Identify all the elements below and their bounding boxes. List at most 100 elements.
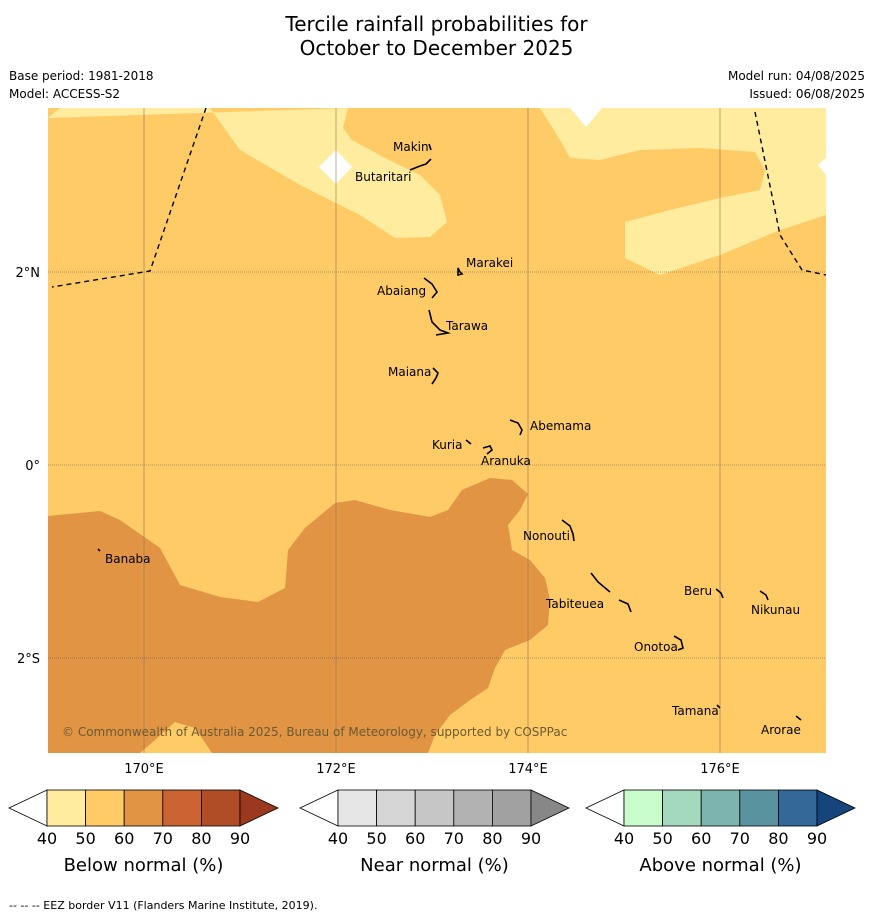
label-beru: Beru [684, 584, 712, 598]
meta-right: Model run: 04/08/2025 Issued: 06/08/2025 [728, 69, 865, 105]
label-nonouti: Nonouti [523, 529, 570, 543]
colorbar-below-bin-5 [200, 789, 241, 827]
colorbar-near-extend-low [299, 789, 339, 827]
map-title: Tercile rainfall probabilities for Octob… [0, 12, 873, 60]
colorbar-above: 40 50 60 70 80 90 Above normal (%) [585, 789, 856, 876]
label-banaba: Banaba [105, 552, 151, 566]
eez-footnote: -- -- -- EEZ border V11 (Flanders Marine… [9, 899, 318, 912]
colorbar-near-label: Near normal (%) [360, 855, 509, 876]
island-tamana [716, 704, 721, 709]
colorbar-below-tick: 80 [191, 829, 211, 848]
latitude-labels: 2°N 0° 2°S [16, 266, 41, 667]
region-below-40-50 [48, 108, 447, 238]
label-arorae: Arorae [761, 723, 801, 737]
lat-label-0: 0° [25, 459, 40, 474]
lat-label-2n: 2°N [16, 266, 41, 281]
colorbar-near-bin-3 [414, 789, 455, 827]
lon-label-172e: 172°E [316, 762, 356, 777]
model-run: Model run: 04/08/2025 [727, 69, 865, 83]
colorbar-above-tick: 50 [652, 829, 672, 848]
label-kuria: Kuria [432, 438, 463, 452]
copyright-notice: © Commonwealth of Australia 2025, Bureau… [62, 725, 567, 739]
model-name: Model: ACCESS-S2 [9, 87, 121, 101]
title-line-2: October to December 2025 [299, 36, 574, 60]
colorbar-below-tick: 40 [37, 829, 57, 848]
colorbar-near-bin-2 [376, 789, 416, 827]
colorbar-above-bin-5 [778, 789, 818, 827]
colorbar-near-tick: 80 [482, 829, 502, 848]
island-tarawa [428, 309, 452, 336]
island-arorae [795, 715, 802, 721]
island-tabiteuea [590, 572, 632, 613]
label-maiana: Maiana [388, 365, 431, 379]
colorbar-above-tick: 70 [730, 829, 750, 848]
issued-date: Issued: 06/08/2025 [749, 87, 865, 101]
colorbar-near-tick: 70 [444, 829, 464, 848]
colorbar-above-bin-4 [739, 789, 779, 827]
colorbar-below-extend-high [239, 789, 279, 827]
colorbar-near-bin-5 [491, 789, 532, 827]
colorbar-below-bin-2 [85, 789, 125, 827]
label-butaritari: Butaritari [355, 170, 412, 184]
region-near-normal-diamond [319, 150, 352, 184]
island-maiana [431, 367, 439, 385]
colorbar-near-bin-4 [453, 789, 493, 827]
region-below-40-50-east [540, 108, 826, 275]
place-labels: Makin Butaritari Marakei Abaiang Tarawa … [105, 140, 801, 737]
colorbar-above-extend-high [816, 789, 856, 827]
colorbars: 40 50 60 70 80 90 Below normal (%) 40 50 60 70 80 90… [8, 789, 856, 876]
islands [97, 143, 802, 721]
meta-left: Base period: 1981-2018 Model: ACCESS-S2 [9, 69, 154, 105]
label-tarawa: Tarawa [445, 319, 488, 333]
title-line-1: Tercile rainfall probabilities for [285, 12, 588, 36]
colorbar-above-tick: 40 [614, 829, 634, 848]
island-beru [715, 588, 724, 599]
label-onotoa: Onotoa [634, 640, 678, 654]
colorbar-near-extend-high [530, 789, 570, 827]
region-near-normal-diamond-2 [570, 108, 602, 127]
longitude-labels: 170°E 172°E 174°E 176°E [124, 762, 740, 777]
island-onotoa [673, 635, 684, 651]
region-near-normal-edge [818, 158, 826, 175]
colorbar-below-label: Below normal (%) [64, 855, 224, 876]
colorbar-below-bin-1 [46, 789, 86, 827]
colorbar-above-tick: 80 [768, 829, 788, 848]
colorbar-below-bin-4 [162, 789, 202, 827]
colorbar-below-tick: 90 [230, 829, 250, 848]
eez-border [51, 108, 826, 288]
island-abaiang [423, 277, 438, 299]
region-below-60-70 [48, 478, 550, 753]
label-marakei: Marakei [466, 256, 513, 270]
map-area: Makin Butaritari Marakei Abaiang Tarawa … [48, 108, 826, 753]
island-abemama [509, 419, 523, 436]
colorbar-above-label: Above normal (%) [639, 855, 801, 876]
island-aranuka [482, 445, 494, 455]
base-period: Base period: 1981-2018 [9, 69, 154, 83]
label-makin: Makin [393, 140, 429, 154]
meridians [143, 108, 721, 753]
lat-label-2s: 2°S [17, 652, 40, 667]
label-aranuka: Aranuka [481, 454, 531, 468]
island-nikunau [759, 590, 769, 601]
island-kuria [465, 439, 472, 445]
label-tabiteuea: Tabiteuea [545, 597, 604, 611]
colorbar-near-tick: 50 [366, 829, 386, 848]
colorbar-above-tick: 90 [807, 829, 827, 848]
colorbar-above-bin-1 [623, 789, 663, 827]
label-abaiang: Abaiang [377, 284, 426, 298]
lon-label-176e: 176°E [700, 762, 740, 777]
lon-label-170e: 170°E [124, 762, 164, 777]
island-marakei [457, 267, 464, 277]
lon-label-174e: 174°E [508, 762, 548, 777]
label-tamana: Tamana [671, 704, 719, 718]
colorbar-near-bin-1 [337, 789, 377, 827]
label-abemama: Abemama [530, 419, 591, 433]
colorbar-near: 40 50 60 70 80 90 Near normal (%) [299, 789, 570, 876]
colorbar-above-bin-2 [662, 789, 702, 827]
colorbar-near-tick: 90 [521, 829, 541, 848]
colorbar-below: 40 50 60 70 80 90 Below normal (%) [8, 789, 279, 876]
colorbar-below-bin-3 [123, 789, 164, 827]
colorbar-above-tick: 60 [691, 829, 711, 848]
colorbar-below-tick: 70 [153, 829, 173, 848]
